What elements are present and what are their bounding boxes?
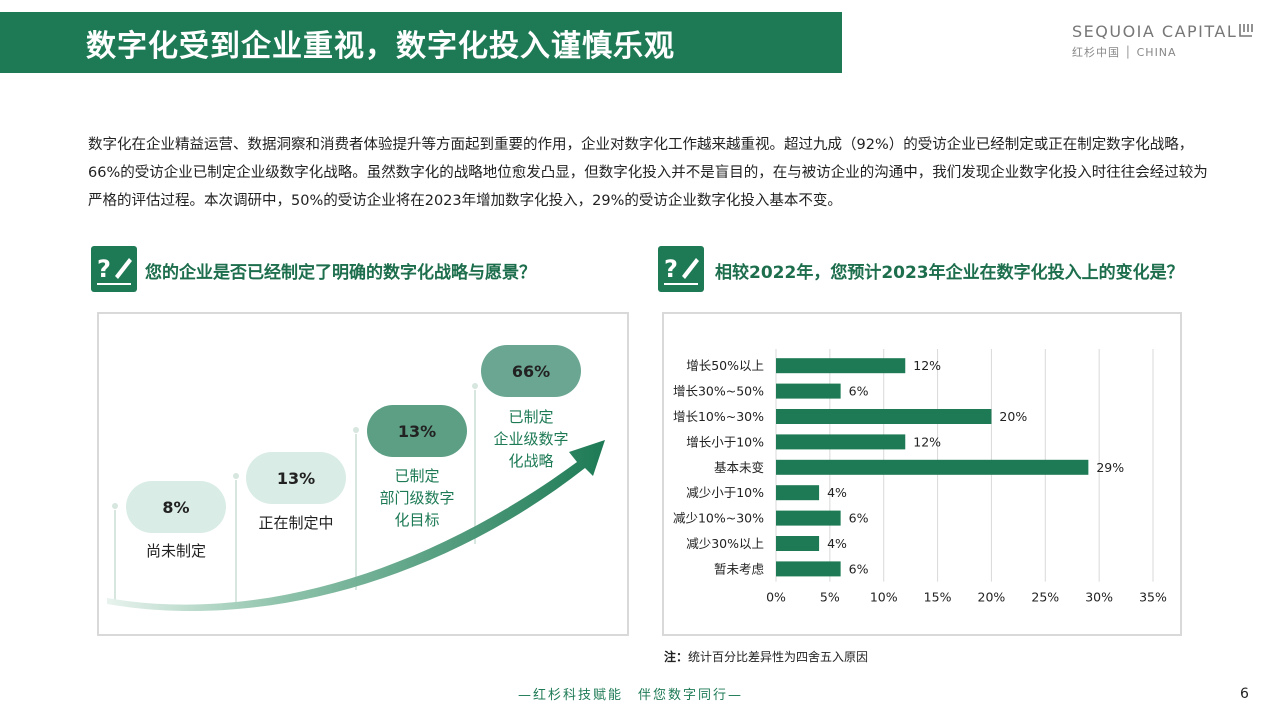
category-label: 减少10%~30% xyxy=(673,511,764,526)
category-label: 增长小于10% xyxy=(686,434,764,449)
sequoia-logo-icon xyxy=(1239,24,1253,37)
stage-value-bubble: 66% xyxy=(481,345,581,397)
growth-arrow-graphic xyxy=(107,383,605,612)
bar-value-label: 20% xyxy=(999,409,1027,424)
x-tick-label: 20% xyxy=(978,590,1006,605)
category-label: 增长10%~30% xyxy=(673,409,764,424)
logo-subtext: 红杉中国 │ CHINA xyxy=(1072,46,1177,59)
stage-value: 8% xyxy=(162,497,190,517)
right-question: 相较2022年，您预计2023年企业在数字化投入上的变化是？ xyxy=(715,263,1184,283)
x-tick-label: 15% xyxy=(924,590,952,605)
footnote-prefix: 注： xyxy=(664,650,689,664)
bar xyxy=(776,383,841,399)
bar xyxy=(776,536,820,551)
stage-value-bubble: 13% xyxy=(246,452,346,504)
x-tick-label: 25% xyxy=(1031,590,1059,605)
bar xyxy=(776,510,841,526)
svg-text:?: ? xyxy=(664,255,678,283)
category-label: 增长30%~50% xyxy=(673,384,764,399)
stage-value-bubble: 8% xyxy=(126,481,226,533)
bar-value-label: 6% xyxy=(849,384,869,399)
bar xyxy=(776,485,820,501)
page-title: 数字化受到企业重视，数字化投入谨慎乐观 xyxy=(86,29,675,64)
bar-value-label: 4% xyxy=(827,536,847,551)
bar xyxy=(776,561,841,577)
stage-label: 尚未制定 xyxy=(145,542,206,560)
bar xyxy=(776,459,1089,475)
bar-value-label: 4% xyxy=(827,485,847,500)
bar-value-label: 6% xyxy=(849,511,869,526)
footnote-text: 统计百分比差异性为四舍五入原因 xyxy=(688,650,869,664)
question-edit-icon: ? xyxy=(658,246,704,292)
stage-value: 66% xyxy=(511,361,551,381)
page-number: 6 xyxy=(1240,686,1249,702)
bar-value-label: 29% xyxy=(1096,460,1124,475)
footnote: 注：统计百分比差异性为四舍五入原因 xyxy=(664,648,868,665)
logo-text: SEQUOIA CAPITAL xyxy=(1072,22,1238,41)
category-label: 减少30%以上 xyxy=(686,536,764,551)
x-tick-label: 0% xyxy=(766,590,786,605)
category-label: 基本未变 xyxy=(714,460,764,475)
investment-bar-chart: 0% 5% 10% 15% 20% 25% 30% 35% 增长50%以上 12% 增长30%~50… xyxy=(673,349,1167,605)
stage-value: 13% xyxy=(397,421,437,441)
bar xyxy=(776,409,992,424)
stage-label: 已制定 部门级数字 化目标 xyxy=(379,467,455,529)
footer-slogan: —红杉科技赋能 伴您数字同行— xyxy=(518,688,744,703)
bar-value-label: 12% xyxy=(913,358,941,373)
category-label: 增长50%以上 xyxy=(686,358,764,373)
intro-paragraph: 数字化在企业精益运营、数据洞察和消费者体验提升等方面起到重要的作用，企业对数字化… xyxy=(88,137,1208,209)
bar-value-label: 12% xyxy=(913,434,941,449)
stage-label: 已制定 企业级数字 化战略 xyxy=(493,408,569,470)
x-tick-label: 5% xyxy=(820,590,840,605)
title-bar xyxy=(0,12,842,73)
question-edit-icon: ? xyxy=(91,246,137,292)
bar xyxy=(776,358,906,374)
category-label: 减少小于10% xyxy=(686,485,764,500)
left-question: 您的企业是否已经制定了明确的数字化战略与愿景？ xyxy=(145,263,536,283)
category-label: 暂未考虑 xyxy=(714,561,765,576)
stage-value: 13% xyxy=(276,468,316,488)
stage-value-bubble: 13% xyxy=(367,405,467,457)
stage-label: 正在制定中 xyxy=(258,514,334,532)
bar xyxy=(776,434,906,450)
x-tick-label: 10% xyxy=(870,590,898,605)
bar-value-label: 6% xyxy=(849,561,869,576)
x-tick-label: 35% xyxy=(1139,590,1167,605)
svg-text:?: ? xyxy=(97,255,111,283)
x-tick-label: 30% xyxy=(1085,590,1113,605)
